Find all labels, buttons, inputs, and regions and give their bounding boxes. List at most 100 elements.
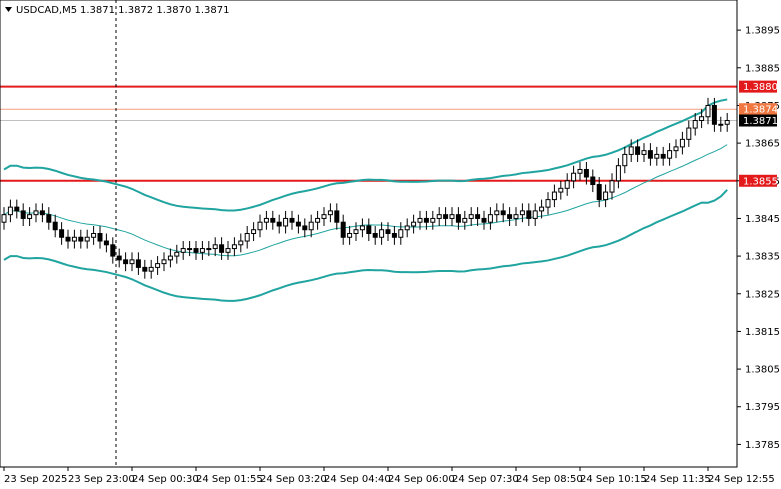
candle-body — [244, 233, 250, 242]
symbol-label: USDCAD,M5 — [16, 5, 77, 16]
candle-body — [519, 210, 525, 216]
y-tick-label: 1.3895 — [745, 26, 780, 37]
candle-body — [289, 217, 295, 223]
candle-body — [283, 217, 289, 227]
candle-body — [257, 221, 263, 231]
candle-body — [167, 255, 173, 261]
candle-body — [276, 221, 282, 227]
x-tick-label: 24 Sep 10:15 — [580, 474, 647, 485]
candle-body — [679, 138, 685, 148]
candle-body — [558, 187, 564, 193]
candle-body — [692, 120, 698, 129]
candle-body — [327, 210, 333, 216]
candle-body — [78, 236, 84, 242]
candle-body — [14, 206, 20, 212]
x-tick-label: 23 Sep 2025 — [4, 474, 67, 485]
candle-body — [129, 259, 135, 265]
candle-body — [673, 146, 679, 152]
candle-body — [622, 153, 628, 167]
y-tick-label: 1.3845 — [745, 214, 780, 225]
candle-body — [635, 146, 641, 155]
candle-body — [551, 191, 557, 201]
candle-body — [481, 217, 487, 223]
candle-body — [33, 210, 39, 216]
candle-body — [20, 210, 26, 219]
y-tick-label: 1.3795 — [745, 402, 780, 413]
candle-body — [238, 240, 244, 246]
candle-body — [219, 244, 225, 253]
candle-body — [135, 259, 141, 268]
candle-body — [411, 221, 417, 227]
candle-body — [417, 217, 423, 223]
chevron-down-icon[interactable] — [5, 7, 12, 12]
candle-body — [347, 233, 353, 238]
candle-body — [142, 266, 148, 272]
candle-body — [321, 214, 327, 219]
candle-body — [590, 176, 596, 186]
candle-body — [206, 248, 212, 251]
candle-body — [609, 180, 615, 193]
candle-body — [507, 214, 513, 219]
candle-body — [116, 255, 122, 261]
candle-body — [468, 214, 474, 219]
candle-body — [59, 229, 65, 238]
lower-band — [3, 189, 728, 302]
candle-body — [263, 217, 269, 223]
level-tag-label: 1.3874 — [743, 105, 778, 116]
level-tag-label: 1.3871 — [743, 116, 778, 127]
candle-body — [455, 214, 461, 223]
candle-body — [52, 221, 58, 231]
level-tag — [739, 103, 777, 116]
plot-frame — [0, 0, 738, 468]
candle-body — [334, 210, 340, 223]
candle-body — [571, 172, 577, 182]
x-tick-label: 24 Sep 08:50 — [516, 474, 583, 485]
candles — [1, 97, 730, 279]
candle-body — [199, 248, 205, 253]
level-tag-label: 1.3880 — [743, 82, 778, 93]
candle-body — [97, 233, 103, 242]
candle-body — [615, 165, 621, 182]
y-tick-label: 1.3865 — [745, 139, 780, 150]
candle-body — [270, 217, 276, 223]
y-tick-label: 1.3815 — [745, 327, 780, 338]
candle-body — [148, 266, 154, 272]
candle-body — [372, 233, 378, 238]
candle-body — [577, 168, 583, 174]
y-tick-label: 1.3805 — [745, 365, 780, 376]
candle-body — [340, 221, 346, 238]
candle-body — [359, 225, 365, 231]
chart-header: USDCAD,M5 1.3871 1.3872 1.3870 1.3871 — [5, 5, 230, 16]
level-tag-label: 1.3855 — [743, 176, 778, 187]
candle-body — [654, 153, 660, 159]
candle-body — [603, 191, 609, 201]
candle-body — [475, 214, 481, 219]
candle-body — [711, 104, 717, 125]
candle-body — [91, 233, 97, 238]
x-tick-label: 24 Sep 11:35 — [644, 474, 711, 485]
candle-body — [500, 210, 506, 216]
candle-body — [379, 229, 385, 238]
candle-body — [686, 127, 692, 140]
x-tick-label: 23 Sep 23:00 — [68, 474, 135, 485]
y-tick-label: 1.3835 — [745, 252, 780, 263]
candle-body — [103, 240, 109, 246]
level-tag — [739, 174, 777, 187]
x-tick-label: 24 Sep 06:00 — [388, 474, 455, 485]
candle-body — [71, 236, 77, 242]
candle-body — [583, 168, 589, 178]
candle-body — [366, 225, 372, 235]
level-tag — [739, 80, 777, 93]
candle-body — [46, 214, 52, 223]
x-tick-label: 24 Sep 04:40 — [324, 474, 391, 485]
candle-body — [462, 217, 468, 223]
candle-body — [27, 214, 33, 219]
candle-body — [231, 244, 237, 250]
candle-body — [84, 236, 90, 242]
y-tick-label: 1.3785 — [745, 440, 780, 451]
level-tag — [739, 114, 777, 127]
candle-body — [7, 206, 13, 216]
